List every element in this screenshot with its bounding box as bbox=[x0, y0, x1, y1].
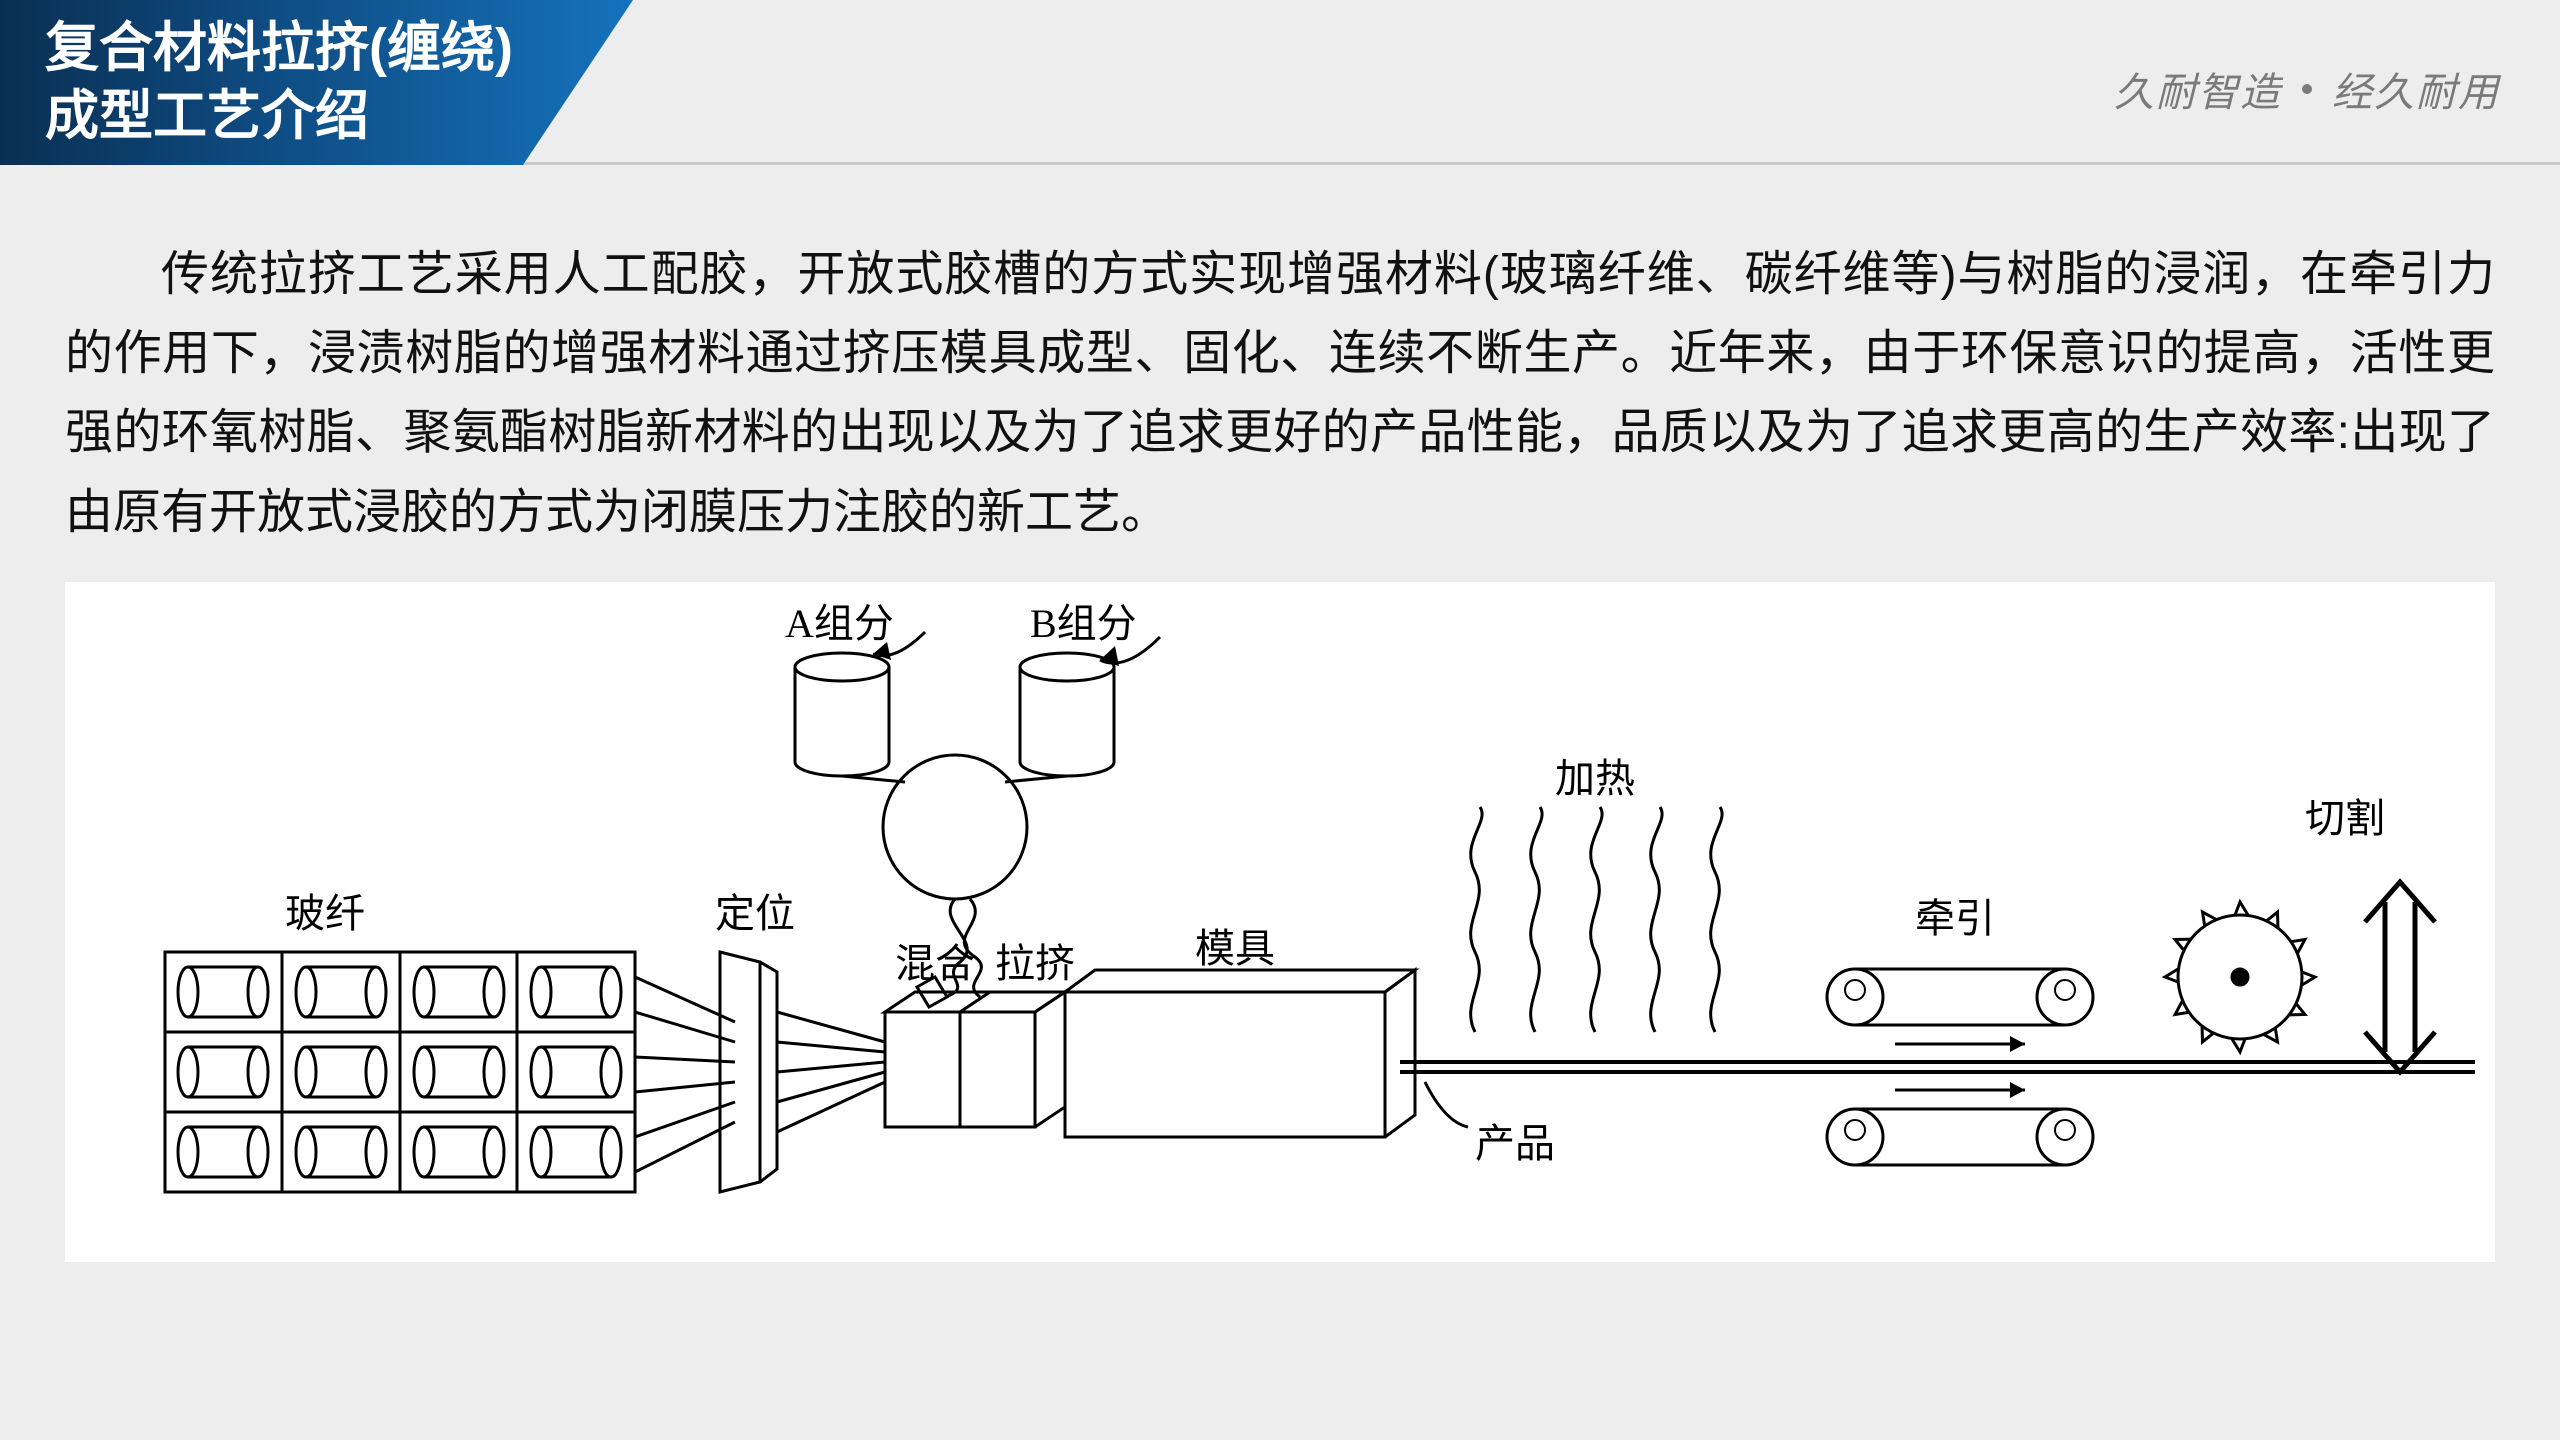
brand-slogan: 久耐智造 经久耐用 bbox=[2114, 60, 2500, 118]
heating-label: 加热 bbox=[1555, 756, 1635, 801]
cutting-label: 切割 bbox=[2305, 796, 2385, 841]
pultrusion-label: 拉挤 bbox=[995, 941, 1075, 986]
title-band: 复合材料拉挤(缠绕) 成型工艺介绍 bbox=[0, 0, 633, 165]
slide-header: 复合材料拉挤(缠绕) 成型工艺介绍 久耐智造 经久耐用 bbox=[0, 0, 2560, 165]
slide-body: 传统拉挤工艺采用人工配胶，开放式胶槽的方式实现增强材料(玻璃纤维、碳纤维等)与树… bbox=[0, 165, 2560, 1262]
puller-icon bbox=[1827, 969, 2093, 1165]
tank-b-icon bbox=[1020, 653, 1114, 776]
slogan-dot-icon bbox=[2302, 84, 2312, 94]
mold-label: 模具 bbox=[1195, 926, 1275, 971]
slide-title: 复合材料拉挤(缠绕) 成型工艺介绍 bbox=[45, 15, 513, 150]
fiber-label: 玻纤 bbox=[285, 891, 365, 936]
component-a-label: A组分 bbox=[785, 601, 894, 646]
slogan-right: 经久耐用 bbox=[2332, 60, 2500, 118]
process-diagram: 玻纤 定位 A组分 B组分 混合 拉挤 模具 加热 产品 牵引 切割 bbox=[65, 582, 2495, 1262]
mixing-label: 混合 bbox=[895, 941, 975, 986]
pulling-label: 牵引 bbox=[1915, 896, 1995, 941]
tank-a-icon bbox=[795, 653, 889, 776]
heat-waves-icon bbox=[1471, 807, 1722, 1032]
positioning-label: 定位 bbox=[715, 891, 795, 936]
slogan-left: 久耐智造 bbox=[2114, 60, 2282, 118]
product-label: 产品 bbox=[1475, 1121, 1555, 1166]
title-background: 复合材料拉挤(缠绕) 成型工艺介绍 bbox=[0, 0, 633, 165]
updown-arrow-icon bbox=[2365, 882, 2435, 1072]
component-b-label: B组分 bbox=[1030, 601, 1137, 646]
intro-paragraph: 传统拉挤工艺采用人工配胶，开放式胶槽的方式实现增强材料(玻璃纤维、碳纤维等)与树… bbox=[65, 235, 2495, 552]
saw-blade-icon bbox=[2165, 902, 2315, 1052]
